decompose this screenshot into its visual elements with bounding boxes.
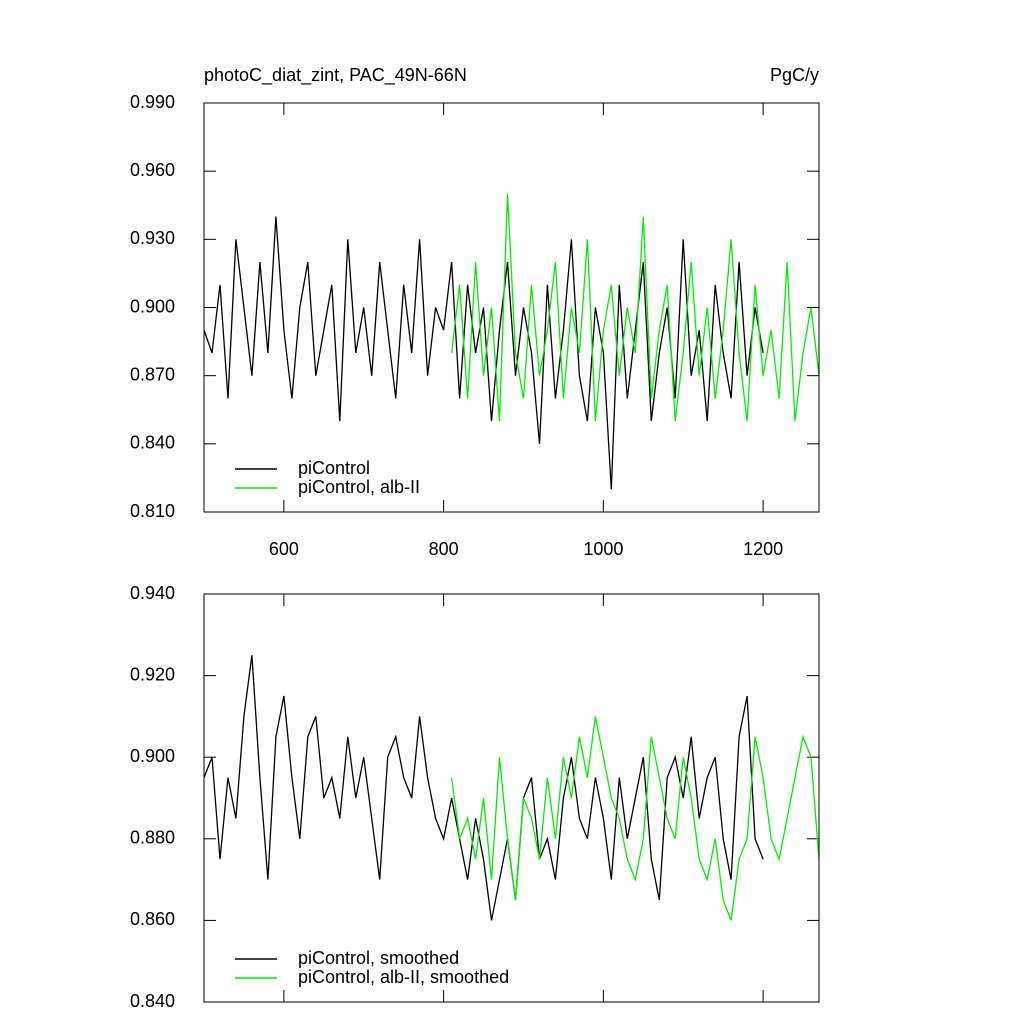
legend-label: piControl, alb-II [298, 477, 420, 497]
legend-label: piControl, alb-II, smoothed [298, 967, 509, 987]
series-line [203, 216, 764, 490]
y-tick-label: 0.960 [130, 160, 175, 180]
y-tick-label: 0.870 [130, 364, 175, 384]
series-line [203, 655, 764, 921]
legend-label: piControl, smoothed [298, 948, 459, 968]
y-tick-label: 0.880 [130, 828, 175, 848]
x-tick-label: 600 [269, 539, 299, 559]
y-tick-label: 0.840 [130, 991, 175, 1011]
units-label: PgC/y [770, 65, 819, 85]
y-tick-label: 0.810 [130, 501, 175, 521]
series-line [450, 716, 820, 921]
y-tick-label: 0.940 [130, 583, 175, 603]
x-tick-label: 800 [429, 539, 459, 559]
y-tick-label: 0.900 [130, 296, 175, 316]
plot-frame [203, 593, 820, 1003]
series-line [450, 193, 820, 422]
y-tick-label: 0.990 [130, 92, 175, 112]
x-tick-label: 1000 [583, 539, 623, 559]
plot-frame [203, 102, 820, 513]
y-tick-label: 0.930 [130, 228, 175, 248]
chart-title: photoC_diat_zint, PAC_49N-66N [204, 65, 467, 86]
x-tick-label: 1200 [743, 539, 783, 559]
legend-label: piControl [298, 458, 370, 478]
y-tick-label: 0.860 [130, 909, 175, 929]
y-tick-label: 0.900 [130, 746, 175, 766]
y-tick-label: 0.840 [130, 433, 175, 453]
y-tick-label: 0.920 [130, 664, 175, 684]
